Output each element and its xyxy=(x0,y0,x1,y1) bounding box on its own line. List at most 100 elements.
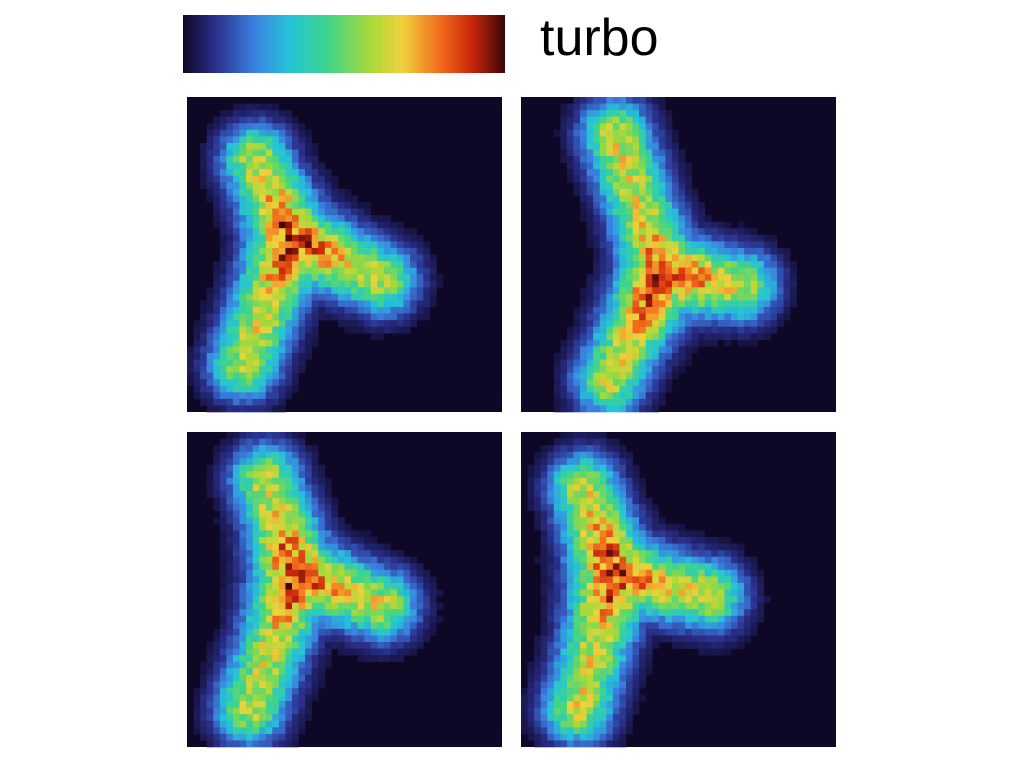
heatmap-cell xyxy=(691,609,699,617)
heatmap-cell xyxy=(665,293,673,301)
heatmap-cell xyxy=(370,313,378,321)
heatmap-cell xyxy=(626,261,633,268)
heatmap-cell xyxy=(599,333,607,341)
heatmap-cell xyxy=(573,188,581,196)
heatmap-cell xyxy=(593,129,601,137)
heatmap-cell xyxy=(324,300,332,308)
heatmap-cell xyxy=(357,622,365,630)
heatmap-cell xyxy=(305,182,312,190)
heatmap-cell xyxy=(606,372,614,380)
heatmap-cell xyxy=(606,274,614,282)
heatmap-cell xyxy=(246,530,253,538)
heatmap-cell xyxy=(252,681,260,689)
heatmap-cell xyxy=(711,339,719,347)
heatmap-cell xyxy=(292,254,299,262)
heatmap-cell xyxy=(639,169,646,177)
heatmap-cell xyxy=(259,582,267,590)
heatmap-cell xyxy=(410,642,417,649)
heatmap-cell xyxy=(265,668,273,676)
heatmap-cell xyxy=(390,635,398,643)
heatmap-cell xyxy=(678,307,686,314)
heatmap-cell xyxy=(219,550,227,557)
heatmap-cell xyxy=(246,241,253,249)
heatmap-cell xyxy=(599,182,607,190)
heatmap-cell xyxy=(357,576,365,584)
heatmap-cell xyxy=(337,622,345,630)
heatmap-cell xyxy=(318,609,326,617)
heatmap-cell xyxy=(534,484,541,492)
heatmap-cell xyxy=(671,274,679,282)
heatmap-cell xyxy=(285,484,293,492)
heatmap-cell xyxy=(619,372,627,380)
heatmap-cell xyxy=(612,451,620,459)
heatmap-cell xyxy=(593,300,601,308)
heatmap-cell xyxy=(645,169,653,177)
heatmap-cell xyxy=(586,530,594,538)
heatmap-cell xyxy=(763,254,771,262)
heatmap-cell xyxy=(259,188,267,196)
heatmap-cell xyxy=(553,648,561,656)
heatmap-cell xyxy=(593,379,601,387)
heatmap-cell xyxy=(213,707,221,715)
heatmap-cell xyxy=(390,596,398,603)
heatmap-cell xyxy=(593,681,601,689)
heatmap-cell xyxy=(370,655,378,662)
heatmap-cell xyxy=(612,156,620,163)
heatmap-cell xyxy=(540,537,548,544)
heatmap-cell xyxy=(573,550,581,557)
heatmap-cell xyxy=(226,556,234,564)
heatmap-cell xyxy=(731,228,738,236)
heatmap-cell xyxy=(305,339,312,347)
heatmap-cell xyxy=(213,642,221,649)
heatmap-cell xyxy=(423,596,431,603)
heatmap-cell xyxy=(619,596,627,603)
heatmap-cell xyxy=(553,359,561,367)
heatmap-cell xyxy=(619,352,627,360)
heatmap-cell xyxy=(285,293,293,301)
heatmap-cell xyxy=(298,530,306,538)
heatmap-cell xyxy=(252,169,260,177)
heatmap-cell xyxy=(305,320,312,327)
heatmap-cell xyxy=(560,366,568,373)
heatmap-cell xyxy=(593,346,601,354)
heatmap-cell xyxy=(652,221,660,229)
heatmap-cell xyxy=(685,530,692,538)
heatmap-cell xyxy=(226,293,234,301)
heatmap-cell xyxy=(278,694,286,702)
heatmap-cell xyxy=(423,267,431,275)
heatmap-cell xyxy=(232,464,240,472)
heatmap-cell xyxy=(698,622,706,630)
heatmap-cell xyxy=(265,628,273,636)
heatmap-cell xyxy=(580,123,587,131)
heatmap-cell xyxy=(612,563,620,571)
heatmap-cell xyxy=(724,628,732,636)
heatmap-cell xyxy=(246,661,253,669)
heatmap-cell xyxy=(226,681,234,689)
heatmap-cell xyxy=(206,346,214,354)
heatmap-cell xyxy=(278,714,286,722)
heatmap-cell xyxy=(232,687,240,695)
heatmap-cell xyxy=(619,333,627,341)
heatmap-cell xyxy=(232,707,240,715)
heatmap-cell xyxy=(305,202,312,209)
heatmap-cell xyxy=(744,280,751,288)
heatmap-cell xyxy=(285,609,293,617)
heatmap-cell xyxy=(639,379,646,387)
heatmap-cell xyxy=(252,432,260,439)
heatmap-cell xyxy=(344,208,352,216)
heatmap-cell xyxy=(331,228,339,236)
heatmap-cell xyxy=(403,602,411,610)
heatmap-cell xyxy=(239,326,247,334)
heatmap-cell xyxy=(560,563,568,571)
heatmap-cell xyxy=(351,589,358,597)
heatmap-cell xyxy=(658,175,666,183)
heatmap-cell xyxy=(298,195,306,203)
heatmap-cell xyxy=(580,642,587,649)
heatmap-cell xyxy=(776,287,784,295)
heatmap-cell xyxy=(193,339,201,347)
heatmap-cell xyxy=(612,274,620,282)
heatmap-cell xyxy=(547,484,555,492)
heatmap-cell xyxy=(711,622,719,630)
heatmap-cell xyxy=(278,642,286,649)
